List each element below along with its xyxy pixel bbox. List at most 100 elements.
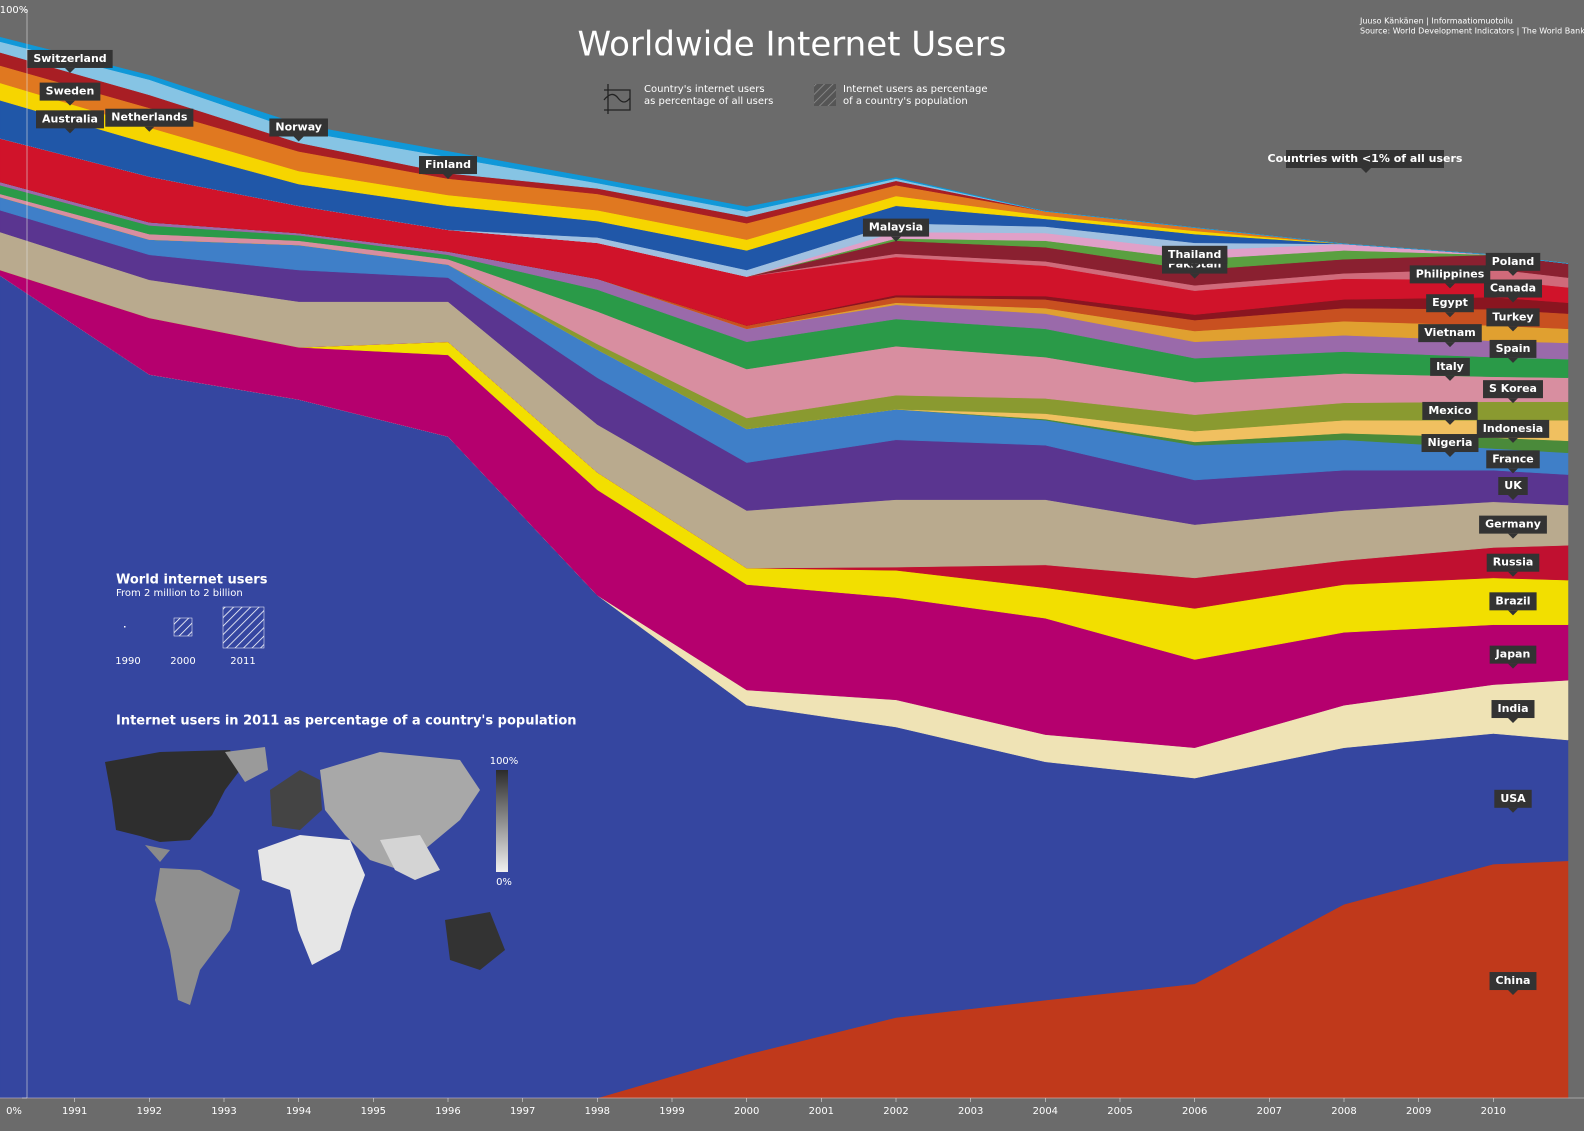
australia [445,912,505,970]
country-label-pointer [65,128,75,134]
x-tick-label: 1994 [286,1106,311,1117]
x-tick-label: 1999 [659,1106,684,1117]
size-label: 2000 [170,656,195,667]
country-label-box [862,218,930,237]
map-title: Internet users in 2011 as percentage of … [116,714,577,729]
x-tick-label: 2001 [809,1106,834,1117]
country-label-pointer [1445,375,1455,381]
central-america [145,845,170,862]
annotation-text: Countries with <1% of all users [1268,152,1463,165]
country-label: Mexico [1422,401,1478,425]
country-label-box [1483,279,1543,298]
country-label-text: Vietnam [1424,326,1476,339]
country-label-pointer [1445,419,1455,425]
x-tick-label: 2006 [1182,1106,1207,1117]
country-label: Turkey [1486,308,1540,332]
size-square [124,626,126,628]
country-label-text: Sweden [46,85,95,98]
country-label-text: Brazil [1495,594,1530,607]
x-tick-label: 1995 [361,1106,386,1117]
country-label: USA [1494,789,1532,813]
areas [0,36,1569,1099]
country-label-text: Italy [1436,360,1464,373]
country-label-text: Malaysia [869,221,923,234]
country-label-pointer [1508,437,1518,443]
south-america [155,868,240,1005]
country-label: Canada [1483,279,1543,303]
country-label-pointer [293,136,304,142]
country-label-box [1486,450,1540,469]
x-tick-label: 2000 [734,1106,759,1117]
map-scale-label: 0% [496,877,512,888]
country-label-pointer [1508,398,1518,404]
annotation-box [1286,150,1444,168]
y-tick-label: 100% [0,5,28,16]
country-label-box [1486,553,1540,572]
country-label-text: Poland [1492,255,1535,268]
y-tick-label: 0% [6,1106,22,1117]
country-label-pointer [1508,495,1518,500]
country-label: Vietnam [1418,324,1482,348]
country-label: Egypt [1426,294,1474,318]
x-tick-label: 1993 [211,1106,236,1117]
country-label-box [39,82,101,101]
country-label: Russia [1486,553,1540,577]
x-tick-label: 2005 [1107,1106,1132,1117]
country-label-box [1491,700,1535,719]
country-label-pointer [1445,312,1455,318]
credit: Source: World Development Indicators | T… [1360,27,1584,36]
country-label: Italy [1430,357,1470,381]
chart-title: Worldwide Internet Users [577,25,1006,65]
country-label-text: Mexico [1428,404,1472,417]
country-label: Malaysia [862,218,930,242]
country-label-box [1489,645,1537,664]
x-tick-label: 2009 [1406,1106,1431,1117]
legend-icon [603,84,631,114]
x-tick-label: 2008 [1331,1106,1356,1117]
country-label-text: India [1498,702,1529,715]
country-label-pointer [1445,283,1455,289]
legend: Country's internet users as percentage o… [603,84,988,114]
country-label-box [1418,324,1482,343]
country-label: S Korea [1483,380,1543,404]
country-label-box [1489,592,1537,611]
country-label: India [1491,700,1535,724]
country-label-pointer [1508,610,1518,616]
x-tick-label: 1997 [510,1106,535,1117]
country-label-pointer [1508,326,1518,332]
country-label: Spain [1489,339,1537,363]
map-scale-label: 100% [490,756,519,767]
country-label: Switzerland [27,49,113,73]
country-label-box [1489,339,1537,358]
country-label-text: Norway [275,121,322,134]
country-label-box [418,156,478,175]
country-label-text: Finland [425,158,471,171]
x-tick-label: 2002 [883,1106,908,1117]
country-label-text: Switzerland [33,52,106,65]
country-label-pointer [891,236,901,242]
country-label: Indonesia [1476,419,1550,443]
country-label-text: Germany [1485,518,1541,531]
country-label: Nigeria [1421,434,1479,458]
country-label-text: Japan [1495,648,1531,661]
country-label-text: Indonesia [1483,422,1543,435]
country-label-pointer [1508,990,1518,996]
country-label-box [1430,357,1470,376]
x-tick-label: 1996 [435,1106,460,1117]
country-label: Japan [1489,645,1537,669]
world-map: Internet users in 2011 as percentage of … [105,714,577,1005]
north-america [105,750,240,842]
country-label-text: Netherlands [111,111,188,124]
country-label-pointer [1445,342,1455,348]
legend-text: Internet users as percentage [843,84,988,95]
country-label: Germany [1479,515,1547,539]
country-label-box [1485,252,1541,271]
country-label-pointer [65,100,75,106]
size-square [222,606,265,649]
x-tick-label: 2004 [1033,1106,1058,1117]
country-label-box [1489,972,1537,991]
x-tick-label: 1992 [137,1106,162,1117]
x-tick-label: 2007 [1257,1106,1282,1117]
